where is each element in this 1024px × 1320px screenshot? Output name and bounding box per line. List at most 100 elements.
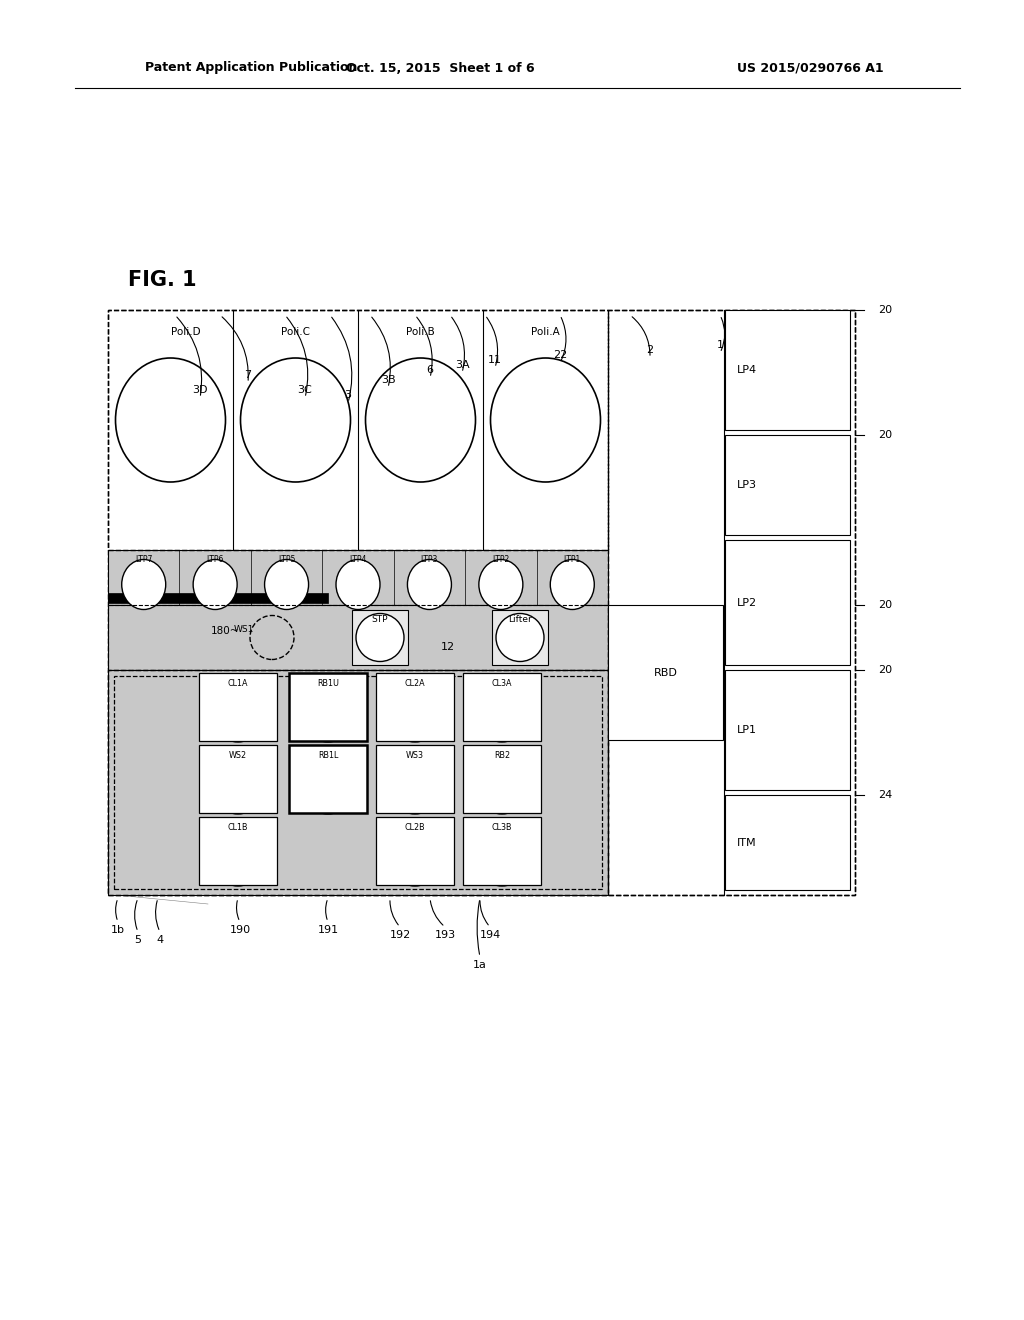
Text: 24: 24	[878, 789, 892, 800]
Ellipse shape	[366, 358, 475, 482]
Ellipse shape	[474, 752, 530, 814]
Text: 3C: 3C	[298, 385, 312, 395]
Bar	[725, 310, 850, 430]
Text: 4: 4	[157, 935, 164, 945]
Ellipse shape	[264, 560, 308, 610]
Bar	[199, 817, 278, 884]
Bar	[608, 310, 855, 895]
Bar	[725, 540, 850, 665]
Ellipse shape	[550, 560, 594, 610]
Text: 6: 6	[427, 366, 433, 375]
Ellipse shape	[336, 560, 380, 610]
Bar	[108, 671, 608, 895]
Ellipse shape	[300, 680, 356, 742]
Text: CL2B: CL2B	[404, 822, 425, 832]
Text: 3A: 3A	[455, 360, 469, 370]
Text: WS1: WS1	[233, 624, 254, 634]
Ellipse shape	[474, 680, 530, 742]
Text: LTP2: LTP2	[493, 556, 510, 565]
Text: 20: 20	[878, 430, 892, 440]
Bar	[108, 310, 608, 550]
Text: 1a: 1a	[473, 960, 487, 970]
Bar	[376, 744, 454, 813]
Text: 22: 22	[553, 350, 567, 360]
Text: 194: 194	[479, 931, 501, 940]
Text: US 2015/0290766 A1: US 2015/0290766 A1	[736, 62, 884, 74]
Bar	[289, 673, 367, 741]
Text: RB1U: RB1U	[317, 678, 339, 688]
Ellipse shape	[210, 824, 266, 886]
Text: FIG. 1: FIG. 1	[128, 271, 197, 290]
Text: LTP7: LTP7	[135, 556, 153, 565]
Text: RB1L: RB1L	[317, 751, 338, 759]
Bar	[108, 550, 608, 605]
Ellipse shape	[387, 824, 443, 886]
Ellipse shape	[210, 752, 266, 814]
Text: RB2: RB2	[494, 751, 510, 759]
Text: RBD: RBD	[654, 668, 678, 677]
Bar	[463, 817, 541, 884]
Text: 12: 12	[441, 643, 455, 652]
Text: LTP3: LTP3	[421, 556, 438, 565]
Bar	[725, 436, 850, 535]
Text: 20: 20	[878, 601, 892, 610]
Bar	[725, 671, 850, 789]
Text: Lifter: Lifter	[508, 615, 531, 624]
Text: 7: 7	[245, 370, 252, 380]
Ellipse shape	[387, 680, 443, 742]
Text: CL2A: CL2A	[404, 678, 425, 688]
Text: CL3A: CL3A	[492, 678, 512, 688]
Text: CL3B: CL3B	[492, 822, 512, 832]
Ellipse shape	[474, 824, 530, 886]
Text: LP4: LP4	[737, 366, 757, 375]
Ellipse shape	[194, 560, 238, 610]
Bar	[199, 673, 278, 741]
Bar	[376, 817, 454, 884]
Text: STP: STP	[372, 615, 388, 624]
Text: LP1: LP1	[737, 725, 757, 735]
Text: 5: 5	[134, 935, 141, 945]
Ellipse shape	[241, 358, 350, 482]
Text: 190: 190	[229, 925, 251, 935]
Ellipse shape	[479, 560, 523, 610]
Text: 1b: 1b	[111, 925, 125, 935]
Bar	[108, 605, 608, 671]
Ellipse shape	[122, 560, 166, 610]
Bar	[725, 795, 850, 890]
Ellipse shape	[116, 358, 225, 482]
Bar	[376, 673, 454, 741]
Text: 2: 2	[646, 345, 653, 355]
Text: LTP4: LTP4	[349, 556, 367, 565]
Bar	[463, 744, 541, 813]
Text: 11: 11	[488, 355, 502, 366]
Text: Poli.C: Poli.C	[281, 327, 310, 337]
Ellipse shape	[300, 752, 356, 814]
Text: 192: 192	[389, 931, 411, 940]
Bar	[289, 744, 367, 813]
Text: 20: 20	[878, 665, 892, 675]
Text: 3D: 3D	[193, 385, 208, 395]
Bar	[463, 673, 541, 741]
Bar	[114, 676, 602, 888]
Text: Poli.A: Poli.A	[531, 327, 560, 337]
Text: WS3: WS3	[406, 751, 424, 759]
Ellipse shape	[490, 358, 600, 482]
Text: CL1A: CL1A	[227, 678, 248, 688]
Text: LTP6: LTP6	[207, 556, 224, 565]
Text: Oct. 15, 2015  Sheet 1 of 6: Oct. 15, 2015 Sheet 1 of 6	[346, 62, 535, 74]
Text: 180~: 180~	[211, 627, 240, 636]
Text: LTP5: LTP5	[278, 556, 295, 565]
Text: 3B: 3B	[381, 375, 395, 385]
Ellipse shape	[210, 680, 266, 742]
Bar	[108, 310, 855, 895]
Ellipse shape	[408, 560, 452, 610]
Ellipse shape	[387, 752, 443, 814]
Text: 191: 191	[317, 925, 339, 935]
Bar	[108, 671, 608, 895]
Text: Poli.D: Poli.D	[171, 327, 200, 337]
Bar	[492, 610, 548, 665]
Text: LP3: LP3	[737, 480, 757, 490]
Text: LP2: LP2	[737, 598, 757, 607]
Text: 1: 1	[717, 341, 724, 350]
Bar	[108, 605, 608, 671]
